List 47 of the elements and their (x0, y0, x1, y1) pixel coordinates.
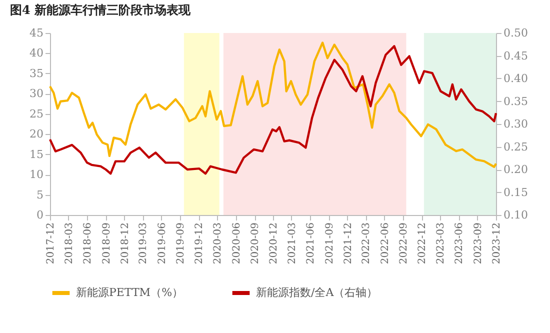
x-tick-label: 2020-12 (268, 222, 280, 264)
y-tick-label: 5 (36, 188, 44, 202)
legend-label: 新能源指数/全A（右轴） (256, 286, 378, 299)
x-tick-label: 2020-06 (231, 222, 242, 264)
x-tick-label: 2019-06 (156, 222, 168, 264)
y-tick-label: 20 (30, 128, 44, 141)
y-tick-label: 30 (30, 87, 44, 100)
x-tick-label: 2022-09 (398, 222, 410, 264)
x-tick-label: 2022-03 (361, 222, 372, 264)
chart-title: 图4 新能源车行情三阶段市场表现 (10, 3, 192, 17)
y-tick-label: 45 (30, 26, 44, 40)
x-tick-label: 2022-06 (380, 222, 391, 264)
x-tick-label: 2020-09 (250, 222, 262, 264)
x-tick-label: 2018-09 (101, 222, 112, 264)
x-tick-label: 2023-09 (472, 222, 484, 264)
x-tick-label: 2018-12 (120, 222, 131, 264)
x-tick-label: 2021-03 (286, 222, 298, 264)
y2-tick-label: 0.20 (504, 163, 528, 176)
x-tick-label: 2021-06 (306, 222, 317, 264)
y2-tick-label: 0.30 (504, 118, 528, 130)
y-tick-label: 15 (30, 148, 44, 161)
y2-tick-label: 0.35 (504, 94, 528, 108)
y-tick-label: 25 (30, 107, 44, 120)
x-tick-label: 2018-06 (82, 222, 94, 264)
y2-tick-label: 0.25 (504, 140, 528, 154)
x-tick-label: 2020-03 (212, 222, 224, 264)
x-tick-label: 2023-03 (436, 222, 447, 264)
y2-tick-label: 0.10 (504, 208, 528, 222)
x-tick-label: 2019-12 (194, 222, 206, 264)
y-tick-label: 35 (30, 66, 44, 80)
x-tick-label: 2021-12 (342, 222, 354, 264)
legend-label: 新能源PETTM（%） (76, 286, 184, 299)
y-tick-label: 10 (30, 168, 44, 182)
y-tick-label: 40 (30, 46, 44, 60)
y2-tick-label: 0.15 (504, 186, 528, 199)
y2-tick-label: 0.50 (504, 26, 528, 40)
x-tick-label: 2023-06 (454, 222, 466, 264)
x-tick-label: 2017-12 (46, 222, 56, 264)
y-tick-label: 0 (36, 208, 44, 222)
y2-tick-label: 0.45 (504, 49, 528, 62)
x-tick-label: 2023-12 (492, 222, 502, 264)
x-tick-label: 2019-03 (138, 222, 150, 264)
x-tick-label: 2022-12 (417, 222, 428, 264)
y2-tick-label: 0.40 (504, 72, 528, 85)
x-tick-label: 2018-03 (64, 222, 75, 264)
x-tick-label: 2021-09 (324, 222, 336, 264)
x-tick-label: 2019-09 (176, 222, 187, 264)
